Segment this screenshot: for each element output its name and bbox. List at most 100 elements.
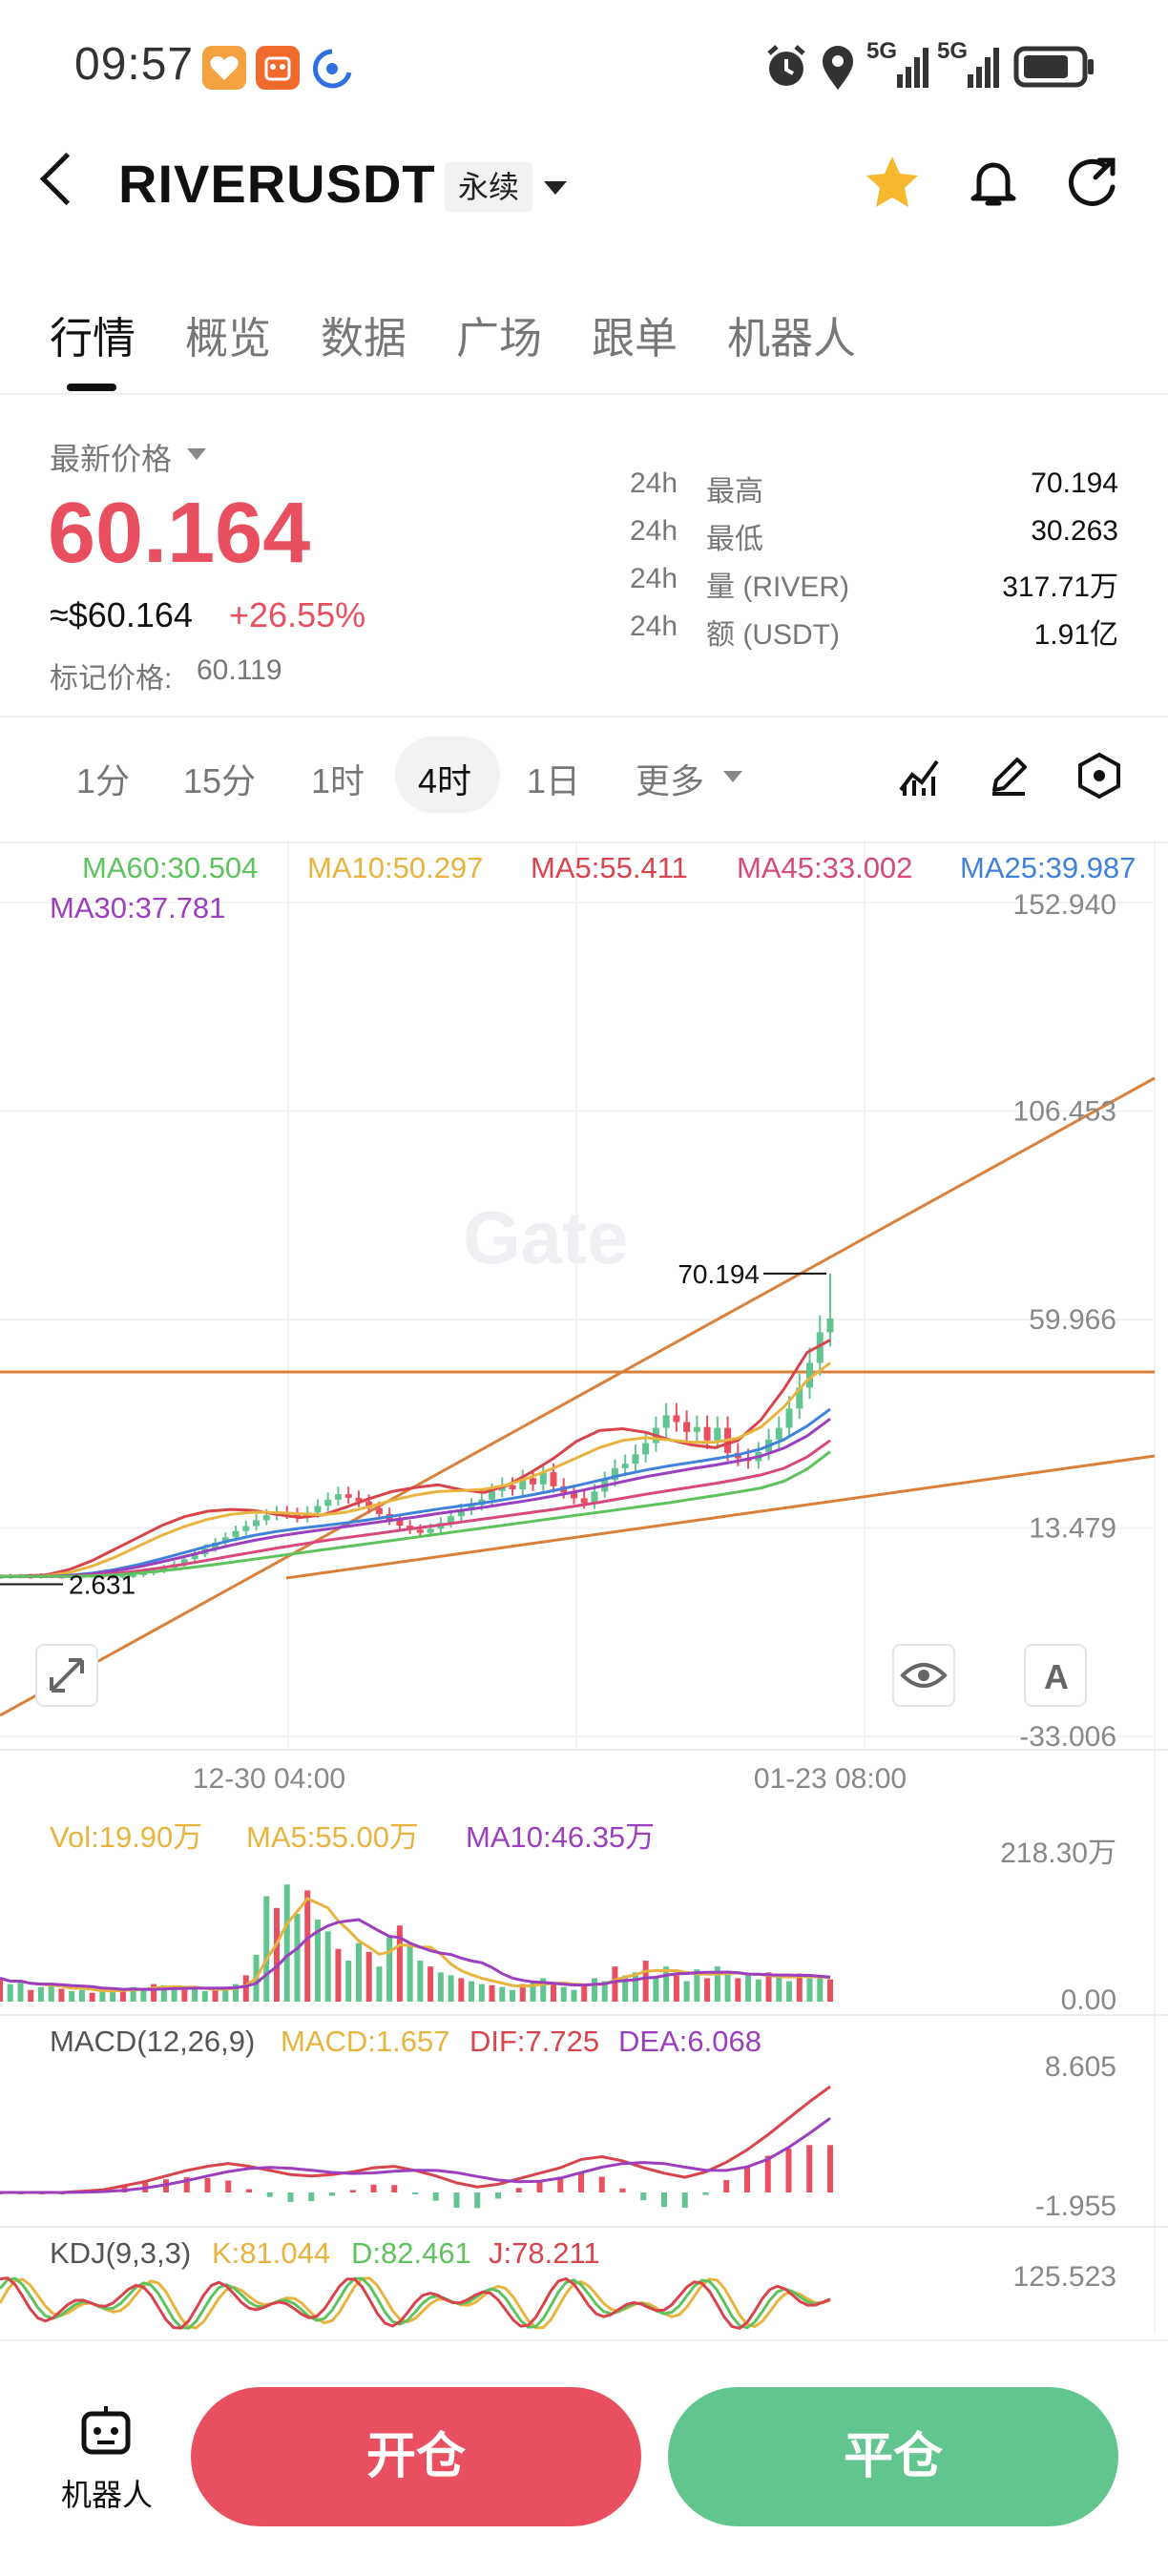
- volume-bar: [612, 1966, 618, 2002]
- volume-bar: [428, 1966, 434, 2002]
- latest-price-label[interactable]: 最新价格: [50, 442, 173, 476]
- page-title[interactable]: RIVERUSDT: [118, 154, 436, 214]
- active-interval-highlight: [395, 737, 500, 813]
- open-position-button[interactable]: 开仓: [191, 2387, 641, 2526]
- volume-bar: [365, 1951, 372, 2002]
- tab-square[interactable]: 广场: [456, 314, 543, 363]
- draw-pen-icon[interactable]: [987, 754, 1031, 802]
- volume-bar: [222, 1986, 229, 2002]
- candle: [427, 1528, 434, 1533]
- tab-data[interactable]: 数据: [321, 314, 407, 363]
- volume-bar: [499, 1986, 506, 2002]
- app-notification-icon: [202, 46, 246, 90]
- candle: [468, 1505, 475, 1510]
- contract-dropdown-caret-icon[interactable]: [544, 181, 567, 195]
- volume-bar: [755, 1979, 761, 2002]
- candle: [253, 1520, 261, 1527]
- volume-bar: [776, 1977, 782, 2002]
- volume-bar: [58, 1988, 65, 2002]
- volume-bar: [324, 1931, 331, 2002]
- candle: [324, 1499, 332, 1506]
- volume-bar: [704, 1978, 711, 2002]
- volume-bar: [283, 1884, 290, 2002]
- macd-histogram-bar: [453, 2192, 460, 2208]
- candle: [232, 1530, 240, 1538]
- stat-value-volume: 317.71万: [1002, 571, 1118, 603]
- auto-scale-a-icon[interactable]: A: [1024, 1644, 1087, 1707]
- last-price: 60.164: [48, 486, 311, 581]
- robot-label[interactable]: 机器人: [61, 2478, 154, 2512]
- tab-market[interactable]: 行情: [50, 314, 136, 363]
- settings-hexagon-icon[interactable]: [1076, 752, 1122, 804]
- macd-histogram-bar: [474, 2192, 481, 2209]
- candle: [550, 1472, 557, 1486]
- volume-bar: [448, 1975, 454, 2002]
- volume-bar: [469, 1981, 475, 2002]
- status-time: 09:57: [74, 39, 195, 90]
- interval-15m[interactable]: 15分: [183, 761, 257, 800]
- favorite-star-icon[interactable]: [863, 153, 922, 217]
- candle: [365, 1501, 373, 1508]
- battery-icon: [1013, 46, 1095, 93]
- candle: [591, 1491, 598, 1504]
- candle: [509, 1485, 516, 1489]
- candle: [119, 1575, 127, 1578]
- ma-line-ma30: [0, 1417, 831, 1578]
- volume-bar: [765, 1972, 772, 2002]
- interval-1h[interactable]: 1时: [311, 761, 365, 800]
- volume-bar: [192, 1988, 198, 2002]
- volume-y-tick: 218.30万: [1000, 1838, 1116, 1869]
- back-chevron-icon[interactable]: [39, 152, 94, 206]
- share-icon[interactable]: [1063, 155, 1120, 217]
- stat-label-high: 最高: [706, 476, 763, 508]
- usd-price: ≈$60.164: [50, 595, 193, 634]
- interval-1d[interactable]: 1日: [527, 761, 581, 800]
- candle: [262, 1515, 270, 1521]
- interval-more-caret-icon[interactable]: [723, 771, 742, 782]
- volume-bar: [458, 1978, 465, 2002]
- candlestick-chart[interactable]: Gate 152.940 106.453 59.966 13.479 -33.006 1…: [0, 843, 1168, 2332]
- contract-type-badge[interactable]: 永续: [445, 162, 533, 212]
- volume-bar: [181, 1989, 188, 2002]
- close-position-button[interactable]: 平仓: [668, 2387, 1118, 2526]
- candle: [796, 1387, 803, 1409]
- visibility-eye-icon[interactable]: [892, 1644, 955, 1707]
- interval-more[interactable]: 更多: [636, 761, 705, 800]
- volume-bar: [335, 1948, 342, 2002]
- gate-watermark: Gate: [463, 1195, 628, 1279]
- candle: [611, 1467, 618, 1481]
- price-type-caret-icon[interactable]: [187, 448, 206, 460]
- interval-4h[interactable]: 4时: [418, 761, 472, 800]
- indicator-icon[interactable]: [897, 754, 941, 802]
- tab-overview[interactable]: 概览: [185, 314, 272, 363]
- fullscreen-expand-icon[interactable]: [35, 1644, 98, 1707]
- volume-bar: [48, 1984, 54, 2002]
- interval-1m[interactable]: 1分: [76, 761, 131, 800]
- ma-legend-item: MA25:39.987: [960, 851, 1136, 884]
- stat-value-low: 30.263: [1031, 515, 1118, 547]
- candle: [180, 1559, 188, 1565]
- robot-icon[interactable]: [76, 2402, 136, 2462]
- tab-bots[interactable]: 机器人: [727, 314, 857, 363]
- candle: [621, 1464, 629, 1468]
- volume-bar: [304, 1890, 311, 2002]
- candle: [662, 1415, 670, 1428]
- candle: [416, 1529, 424, 1533]
- volume-legend-item: Vol:19.90万: [50, 1820, 202, 1854]
- tab-copy-trading[interactable]: 跟单: [592, 314, 678, 363]
- volume-bar: [89, 1992, 95, 2002]
- macd-histogram-bar: [702, 2192, 709, 2195]
- macd-histogram-bar: [806, 2145, 813, 2192]
- bell-icon[interactable]: [964, 153, 1023, 217]
- macd-histogram-bar: [370, 2184, 377, 2192]
- volume-bar: [591, 1978, 597, 2002]
- kdj-legend-item: K:81.044: [212, 2236, 330, 2270]
- candle: [816, 1332, 824, 1363]
- volume-bar: [7, 1984, 13, 2002]
- volume-bar: [796, 1973, 803, 2002]
- volume-bar: [274, 1907, 280, 2002]
- divider: [0, 2339, 1168, 2341]
- volume-bar: [724, 1972, 731, 2002]
- candle: [191, 1554, 198, 1560]
- kdj-legend-item: J:78.211: [489, 2236, 600, 2270]
